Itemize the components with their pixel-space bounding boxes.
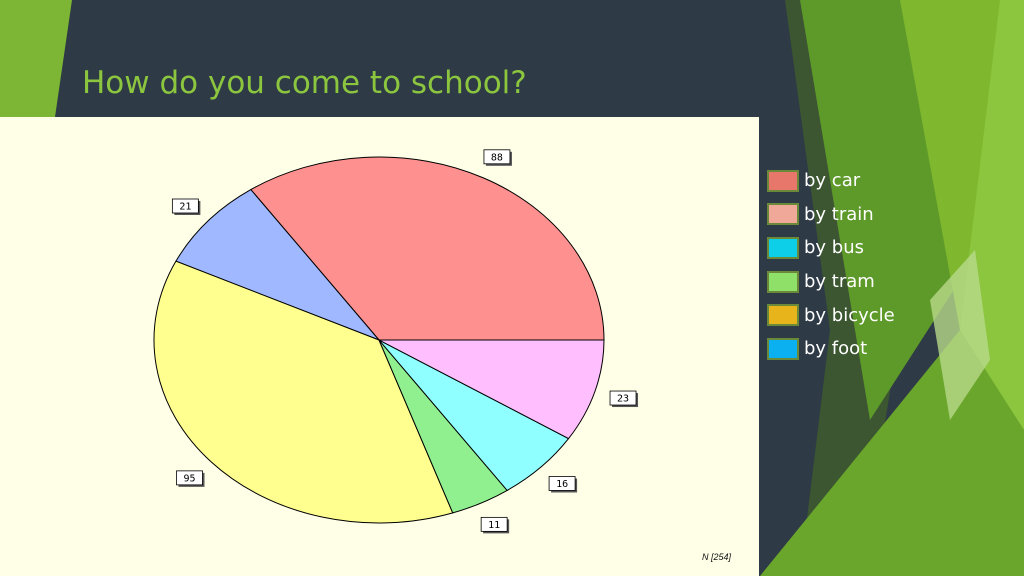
legend-label: by tram [804, 271, 875, 293]
legend-label: by bus [804, 237, 865, 259]
svg-text:95: 95 [183, 473, 195, 484]
svg-text:88: 88 [491, 152, 503, 163]
data-label-by-car: 88 [483, 149, 512, 166]
svg-text:11: 11 [488, 520, 500, 531]
svg-text:16: 16 [556, 479, 568, 490]
legend-item: by foot [767, 332, 967, 366]
pie-slice-by-train [175, 188, 380, 341]
legend-label: by bicycle [804, 304, 895, 326]
data-label-by-bicycle: 16 [548, 476, 578, 493]
legend-item: by car [767, 164, 967, 198]
sample-size-note: N [254] [701, 552, 731, 562]
legend-swatch [767, 203, 799, 226]
slide-title: How do you come to school? [82, 65, 527, 101]
pie-chart: 88 21 95 11 16 23 [153, 149, 639, 534]
legend-swatch [767, 337, 799, 360]
right-highlight-shape [930, 250, 990, 420]
chart-panel: 88 21 95 11 16 23 N [254] [0, 117, 759, 576]
legend-item: by tram [767, 265, 967, 299]
svg-text:23: 23 [617, 394, 629, 405]
data-label-by-foot: 23 [609, 390, 639, 408]
legend-item: by bus [767, 231, 967, 265]
pie-slice-by-foot [378, 339, 605, 440]
pie-slice-by-car [250, 156, 605, 341]
chart-legend: by car by train by bus by tram by bicycle by … [767, 164, 967, 366]
legend-swatch [767, 270, 799, 293]
legend-item: by bicycle [767, 298, 967, 332]
legend-item: by train [767, 198, 967, 232]
svg-text:21: 21 [179, 201, 191, 212]
legend-label: by foot [804, 338, 868, 360]
pie-slice-by-bus [153, 260, 454, 524]
data-label-by-train: 21 [171, 198, 201, 215]
right-dark-green-band [785, 0, 900, 576]
legend-label: by car [804, 170, 861, 192]
data-label-by-bus: 95 [176, 470, 205, 487]
legend-swatch [767, 304, 799, 327]
data-label-by-tram: 11 [480, 516, 510, 534]
legend-label: by train [804, 203, 874, 225]
legend-swatch [767, 169, 799, 192]
left-green-shape [0, 0, 72, 117]
legend-swatch [767, 236, 799, 259]
